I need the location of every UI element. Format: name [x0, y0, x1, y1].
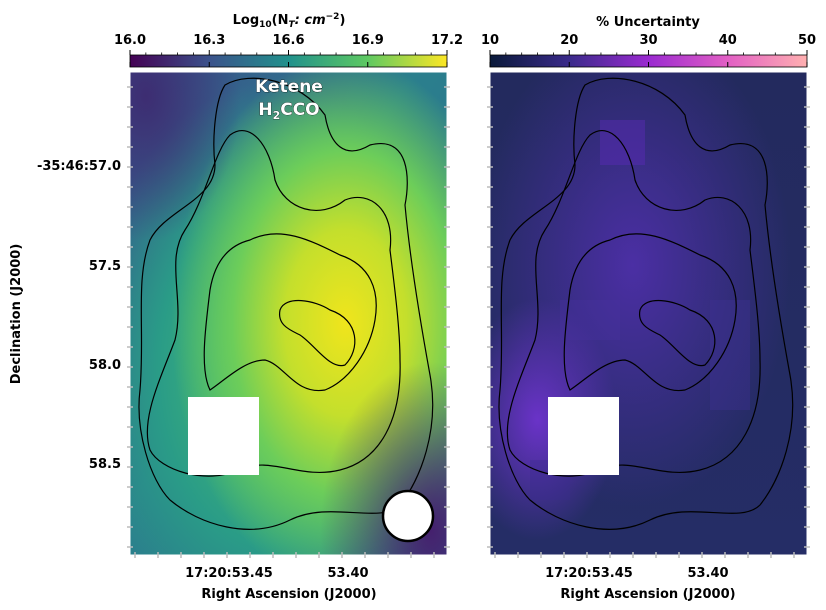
beam-ellipse: [381, 489, 435, 543]
colorbar-right-label: % Uncertainty: [596, 15, 700, 30]
colorbar-left-label: Log10(NT: cm−2): [233, 12, 346, 30]
colorbar-tick-label: 20: [560, 33, 578, 48]
molecule-name: Ketene: [255, 77, 323, 97]
colorbar-tick-label: 16.3: [193, 33, 225, 48]
colorbar-left-ticks: 16.0 16.3 16.6 16.9 17.2: [114, 33, 463, 67]
plot-frame-right: [489, 71, 808, 556]
contours-left: [138, 77, 434, 530]
molecule-formula: H2CCO: [258, 100, 319, 122]
xtick-label: 53.40: [327, 566, 368, 581]
frame-ticks-left: [127, 86, 450, 558]
plot-frame-left: [129, 71, 448, 556]
ytick-label: 57.5: [89, 259, 121, 274]
colorbar-tick-label: 16.0: [114, 33, 146, 48]
uncertainty-map: [490, 72, 807, 555]
x-axis-label-left: Right Ascension (J2000): [201, 587, 376, 602]
masked-region-right: [548, 397, 619, 475]
masked-region-left: [188, 397, 259, 475]
colorbar-tick-label: 50: [798, 33, 816, 48]
xtick-label: 53.40: [687, 566, 728, 581]
left-panel: 16.0 16.3 16.6 16.9 17.2 Log10(NT: cm−2) Ket…: [9, 12, 463, 602]
colorbar-right-ticks: 10 20 30 40 50: [481, 33, 816, 67]
colorbar-tick-label: 16.9: [352, 33, 384, 48]
colorbar-tick-label: 10: [481, 33, 499, 48]
xtick-label: 17:20:53.45: [185, 566, 273, 581]
right-panel: 10 20 30 40 50 % Uncertainty 17:20:53.45 53.…: [481, 15, 816, 602]
colorbar-tick-label: 16.6: [272, 33, 304, 48]
colorbar-tick-label: 17.2: [431, 33, 463, 48]
ytick-label: 58.0: [89, 358, 121, 373]
ytick-label: 58.5: [89, 457, 121, 472]
colorbar-tick-label: 40: [719, 33, 737, 48]
frame-ticks-right: [487, 86, 810, 558]
column-density-map: [130, 72, 447, 555]
xtick-label: 17:20:53.45: [545, 566, 633, 581]
ytick-label: -35:46:57.0: [37, 159, 121, 174]
x-axis-label-right: Right Ascension (J2000): [560, 587, 735, 602]
colorbar-tick-label: 30: [639, 33, 657, 48]
y-axis-label: Declination (J2000): [9, 244, 24, 385]
